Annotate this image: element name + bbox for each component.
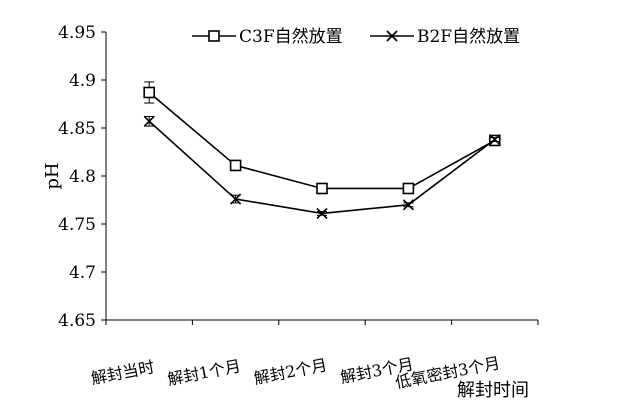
legend: C3F自然放置 B2F自然放置	[192, 27, 520, 47]
x-marker	[489, 133, 501, 146]
series-1	[143, 81, 501, 195]
x-marker	[230, 193, 242, 205]
square-marker	[402, 182, 415, 195]
legend-x-marker	[386, 30, 398, 42]
square-marker	[316, 182, 328, 195]
y-axis-title: pH	[42, 162, 63, 189]
series-layer	[143, 81, 501, 220]
x-category-label: 解封2个月	[252, 355, 328, 388]
x-marker	[316, 207, 328, 220]
square-marker	[229, 159, 242, 172]
y-tick-label: 4.85	[58, 119, 96, 139]
y-ticks: 4.65 4.7 4.75 4.8 4.85 4.9 4.95	[58, 23, 106, 331]
legend-label: C3F自然放置	[239, 27, 343, 47]
y-tick-label: 4.8	[69, 167, 96, 187]
x-marker	[402, 199, 414, 211]
legend-item: B2F自然放置	[370, 27, 520, 47]
square-marker	[143, 86, 155, 99]
y-tick-label: 4.9	[69, 71, 96, 91]
legend-square-marker	[208, 30, 220, 42]
y-tick-label: 4.75	[58, 215, 96, 235]
y-tick-label: 4.95	[58, 23, 96, 43]
series-line	[148, 120, 496, 215]
legend-label: B2F自然放置	[417, 27, 520, 47]
series-line	[148, 91, 496, 190]
x-axis-title: 解封时间	[457, 380, 529, 401]
legend-item: C3F自然放置	[192, 27, 343, 47]
x-marker	[143, 115, 155, 127]
series-2	[143, 115, 501, 220]
y-tick-label: 4.7	[69, 263, 96, 283]
y-tick-label: 4.65	[58, 311, 96, 331]
x-category-label: 解封1个月	[166, 356, 242, 389]
x-category-label: 解封当时	[89, 357, 155, 388]
axes	[105, 32, 538, 321]
